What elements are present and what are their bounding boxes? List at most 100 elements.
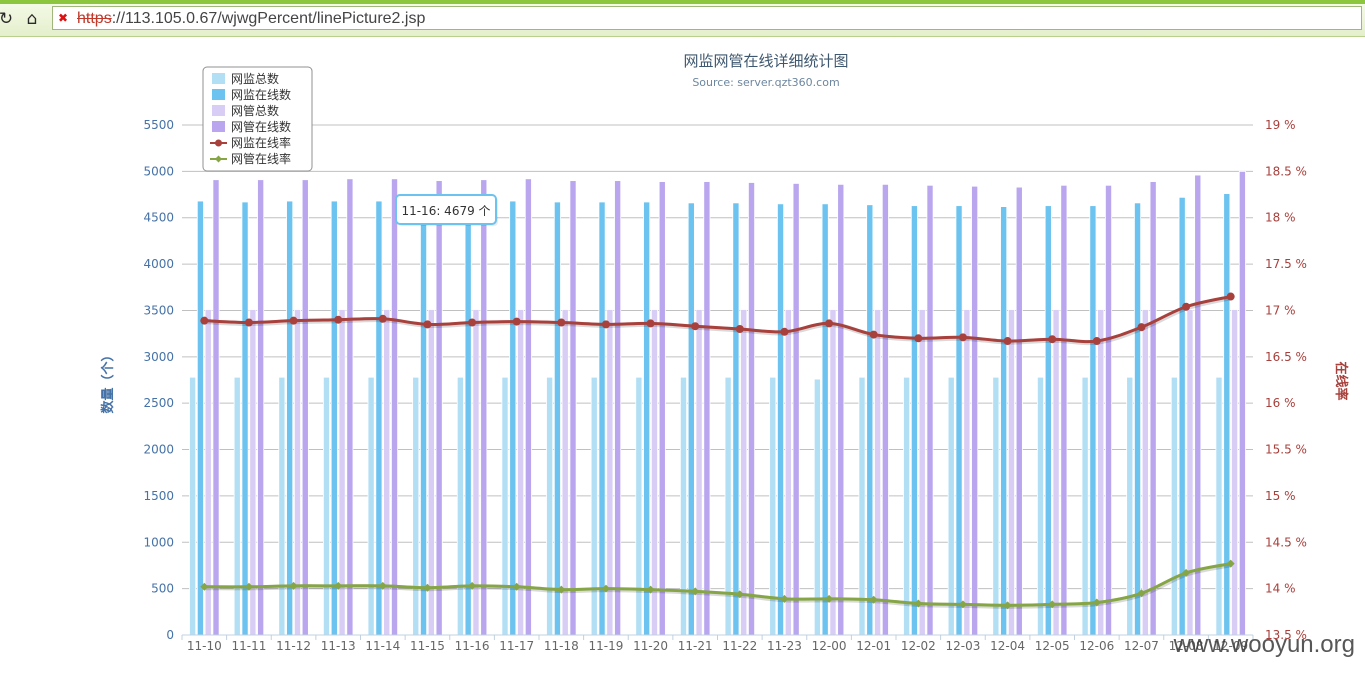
- tooltip-text: 11-16: 4679 个: [401, 204, 490, 218]
- bar: [546, 376, 554, 636]
- bar: [346, 178, 354, 636]
- series-point: [691, 322, 700, 331]
- series-point: [468, 318, 477, 327]
- url-rest: ://113.105.0.67/wjwgPercent/linePicture2…: [111, 10, 426, 27]
- series-point: [869, 330, 878, 339]
- bar: [233, 376, 241, 636]
- bar: [658, 181, 666, 636]
- x-tick-label: 11-14: [365, 639, 400, 653]
- bar: [1097, 309, 1105, 636]
- series-point: [691, 587, 700, 596]
- bar: [1052, 309, 1060, 636]
- series-point: [1226, 292, 1235, 301]
- x-tick-label: 11-11: [232, 639, 267, 653]
- series-point: [601, 584, 610, 593]
- refresh-icon[interactable]: ↻: [0, 9, 14, 29]
- address-bar-text: https://113.105.0.67/wjwgPercent/linePic…: [77, 9, 425, 28]
- bar: [278, 376, 286, 636]
- bar: [971, 185, 979, 636]
- bar: [1238, 170, 1246, 636]
- bar: [606, 309, 614, 636]
- x-tick-label: 12-04: [990, 639, 1025, 653]
- legend-label: 网管总数: [231, 103, 279, 118]
- bar: [1060, 184, 1068, 636]
- bar: [420, 201, 428, 636]
- x-tick-label: 11-12: [276, 639, 311, 653]
- series-point: [914, 599, 923, 608]
- legend-label: 网监在线率: [231, 135, 291, 150]
- series-point: [1137, 589, 1146, 598]
- series-point: [289, 581, 298, 590]
- x-tick-label: 11-10: [187, 639, 222, 653]
- y-tick-label: 1500: [143, 489, 174, 503]
- series-point: [1182, 568, 1191, 577]
- y-right-tick-label: 17 %: [1265, 303, 1296, 317]
- chart-title: 网监网管在线详细统计图: [683, 52, 848, 70]
- series-line: [204, 295, 1232, 344]
- bar: [1044, 205, 1052, 636]
- bar: [955, 205, 963, 636]
- chart-subtitle: Source: server.qzt360.com: [692, 76, 839, 89]
- bar: [1089, 205, 1097, 636]
- browser-toolbar: ↻ ⌂ ✖ https://113.105.0.67/wjwgPercent/l…: [0, 0, 1365, 37]
- bar: [1223, 193, 1231, 636]
- bar: [598, 201, 606, 636]
- y-tick-label: 4500: [143, 211, 174, 225]
- bar: [643, 201, 651, 636]
- y-right-tick-label: 17.5 %: [1265, 257, 1307, 271]
- y-right-tick-label: 16.5 %: [1265, 350, 1307, 364]
- bar: [480, 179, 488, 636]
- series-point: [735, 590, 744, 599]
- bar: [1134, 202, 1142, 636]
- series-point: [869, 595, 878, 604]
- tooltip: 11-16: 4679 个: [395, 194, 498, 226]
- bar: [992, 376, 1000, 636]
- x-tick-label: 12-06: [1079, 639, 1114, 653]
- series-point: [468, 581, 477, 590]
- legend-marker: [215, 155, 222, 163]
- y-tick-label: 3500: [143, 303, 174, 317]
- series-point: [289, 316, 298, 325]
- series-point: [334, 315, 343, 324]
- bar: [590, 376, 598, 636]
- bar: [679, 376, 687, 636]
- legend-swatch: [212, 73, 225, 84]
- bar: [189, 376, 197, 636]
- bar: [322, 376, 330, 636]
- y-tick-label: 5500: [143, 118, 174, 132]
- y-right-tick-label: 18.5 %: [1265, 164, 1307, 178]
- bar: [881, 183, 889, 636]
- bar: [650, 309, 658, 636]
- bar: [1007, 309, 1015, 636]
- legend-swatch: [212, 89, 225, 100]
- bar: [257, 179, 265, 636]
- url-scheme: https: [77, 10, 112, 27]
- bar: [456, 376, 464, 636]
- x-tick-label: 12-07: [1124, 639, 1159, 653]
- legend-label: 网管在线率: [231, 151, 291, 166]
- bar: [748, 182, 756, 636]
- bar: [1105, 184, 1113, 636]
- bar: [212, 179, 220, 636]
- series-point: [557, 585, 566, 594]
- series-point: [1092, 337, 1101, 346]
- series-point: [646, 319, 655, 328]
- x-tick-label: 11-13: [321, 639, 356, 653]
- legend-swatch: [212, 121, 225, 132]
- address-bar[interactable]: ✖ https://113.105.0.67/wjwgPercent/lineP…: [52, 6, 1362, 30]
- x-tick-label: 11-15: [410, 639, 445, 653]
- series-point: [244, 318, 253, 327]
- legend-label: 网监总数: [231, 71, 279, 86]
- series-point: [646, 585, 655, 594]
- online-stats-chart: 网监网管在线详细统计图 Source: server.qzt360.com 0 5…: [100, 52, 1349, 653]
- bar: [829, 309, 837, 636]
- y-tick-label: 3000: [143, 350, 174, 364]
- bar: [918, 309, 926, 636]
- series-point: [1003, 337, 1012, 346]
- bar: [1170, 376, 1178, 636]
- legend-swatch: [212, 105, 225, 116]
- insecure-lock-icon: ✖: [58, 11, 69, 25]
- home-icon[interactable]: ⌂: [26, 9, 38, 29]
- x-tick-label: 11-19: [589, 639, 624, 653]
- series-point: [512, 317, 521, 326]
